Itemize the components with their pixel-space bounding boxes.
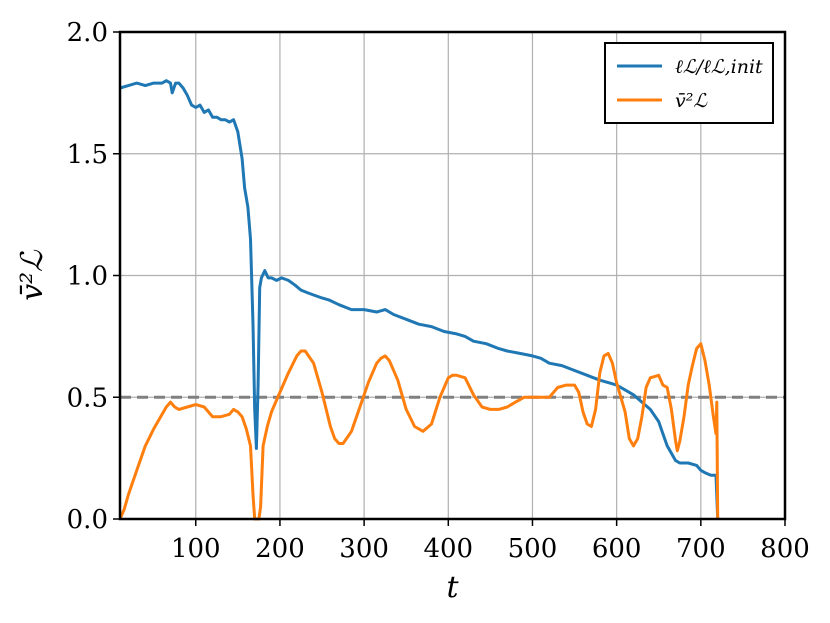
x-tick-label: 400 xyxy=(423,534,473,564)
y-tick-label: 0.5 xyxy=(67,383,108,413)
x-tick-label: 200 xyxy=(255,534,305,564)
legend-label-length-ratio: ℓℒ/ℓℒ,init xyxy=(675,56,763,78)
x-tick-labels: 100 200 300 400 500 600 700 800 xyxy=(171,534,810,564)
y-tick-label: 0.0 xyxy=(67,505,108,535)
legend-label-velocity: v̄²ℒ xyxy=(675,90,708,112)
legend-box xyxy=(604,42,774,124)
series-line-0 xyxy=(119,79,720,520)
x-tick-label: 300 xyxy=(339,534,389,564)
y-tick-label: 2.0 xyxy=(67,18,108,48)
legend: ℓℒ/ℓℒ,init v̄²ℒ xyxy=(604,42,774,124)
x-tick-label: 600 xyxy=(592,534,642,564)
x-tick-label: 800 xyxy=(760,534,810,564)
y-axis-label: v̄²ℒ xyxy=(15,249,50,301)
y-tick-label: 1.5 xyxy=(67,140,108,170)
tick-marks xyxy=(113,31,786,526)
series-line-1 xyxy=(118,342,720,521)
x-tick-label: 500 xyxy=(508,534,558,564)
series-lines xyxy=(118,79,720,521)
y-tick-label: 1.0 xyxy=(67,262,108,292)
y-tick-labels: 0.0 0.5 1.0 1.5 2.0 xyxy=(67,18,108,535)
x-tick-label: 700 xyxy=(676,534,726,564)
x-tick-label: 100 xyxy=(171,534,221,564)
x-axis-label: t xyxy=(446,570,459,605)
